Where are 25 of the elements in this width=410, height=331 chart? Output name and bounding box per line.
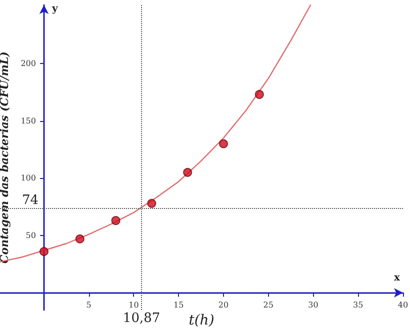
ref-line-label: 74: [22, 192, 39, 208]
ref-line-label: 10,87: [122, 311, 160, 326]
y-tick-label: 150: [20, 116, 36, 126]
x-tick-label: 20: [218, 300, 229, 310]
point: [219, 139, 228, 148]
point: [254, 90, 264, 99]
y-tick-label: 50: [26, 230, 36, 240]
point: [183, 168, 192, 177]
line-series: [0, 4, 312, 262]
x-tick-label: 25: [263, 300, 274, 310]
annotation: x: [394, 272, 401, 284]
x-tick-label: 35: [353, 300, 364, 310]
point: [147, 198, 156, 208]
x-tick-label: 40: [398, 300, 408, 310]
point: [75, 234, 84, 244]
point: [111, 216, 120, 226]
x-tick-label: 5: [86, 300, 92, 310]
point: [39, 247, 48, 256]
y-tick-label: 200: [20, 58, 36, 68]
x-tick-label: 10: [128, 300, 139, 310]
x-tick-label: 15: [174, 300, 184, 310]
x-tick-label: 30: [308, 300, 318, 310]
y-tick-label: 100: [20, 174, 36, 183]
x-axis-title: t(h): [188, 312, 214, 329]
annotation: y: [50, 4, 59, 14]
